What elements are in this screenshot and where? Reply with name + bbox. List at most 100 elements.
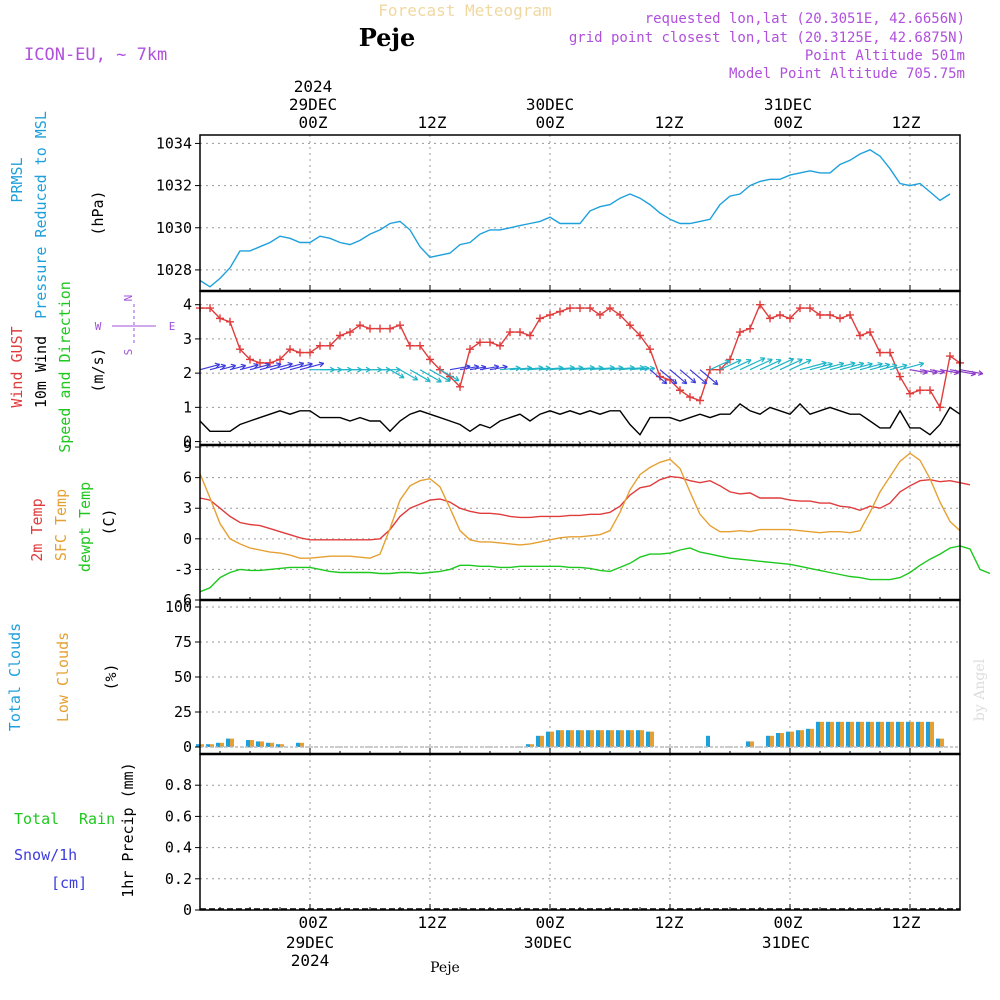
cloud-low-bar-70 xyxy=(900,721,904,747)
wind-arrow-58 xyxy=(779,358,803,371)
wind-arrow-32 xyxy=(519,367,544,371)
wind-arrowhead-22 xyxy=(436,377,442,383)
total-label: Total xyxy=(14,810,59,828)
top-tick-label-1: 12Z xyxy=(418,113,447,132)
gust-marker-11 xyxy=(306,348,314,357)
series-line-pressure-panel-0 xyxy=(199,149,951,288)
wind-arrow-24 xyxy=(439,369,460,382)
ytick-label-p4-1: 0.2 xyxy=(165,870,192,888)
top-tick-label-5: 12Z xyxy=(892,113,921,132)
wind-arrow-22 xyxy=(419,369,442,383)
ytick-label-p2-4: 6 xyxy=(183,469,192,487)
gust-marker-61 xyxy=(806,304,814,313)
gust-marker-4 xyxy=(236,345,244,354)
wind-arrowhead-21 xyxy=(425,376,431,382)
wind-label: 10m Wind xyxy=(32,336,50,408)
wind-arrowhead-48 xyxy=(690,377,697,384)
wind-arrow-71 xyxy=(909,369,928,374)
rain-label: Rain xyxy=(79,810,115,828)
wind-arrow-28 xyxy=(479,365,499,371)
wind-arrowhead-53 xyxy=(745,358,752,365)
gust-marker-70 xyxy=(896,372,904,381)
gust-marker-27 xyxy=(466,345,474,354)
wind-arrowhead-70 xyxy=(918,361,925,368)
cloud-total-bar-5 xyxy=(246,740,250,747)
gust-marker-40 xyxy=(596,310,604,319)
wind-arrow-69 xyxy=(889,364,908,371)
cloud-low-bar-38 xyxy=(580,730,584,747)
cloud-low-bar-67 xyxy=(870,721,874,747)
wind-arrow-43 xyxy=(629,367,649,371)
ytick-label-p1-2: 2 xyxy=(183,364,192,382)
wind-arrow-46 xyxy=(659,369,678,385)
cloud-total-bar-3 xyxy=(226,738,230,747)
gust-marker-17 xyxy=(366,324,374,333)
wind-arrow-67 xyxy=(869,363,890,371)
gust-marker-54 xyxy=(736,328,744,337)
low-clouds-label: Low Clouds xyxy=(54,632,72,722)
cloud-low-bar-37 xyxy=(570,730,574,747)
ytick-label-p4-0: 0 xyxy=(183,901,192,919)
cloud-total-bar-70 xyxy=(896,721,900,747)
cloud-total-bar-10 xyxy=(296,742,300,747)
wind-arrow-3 xyxy=(229,364,246,371)
gust-marker-67 xyxy=(866,328,874,337)
cloud-total-bar-7 xyxy=(266,742,270,747)
wind-arrow-19 xyxy=(389,369,405,379)
cloud-total-bar-69 xyxy=(886,721,890,747)
cloud-total-bar-45 xyxy=(646,731,650,747)
gust-marker-43 xyxy=(626,321,634,330)
gust-marker-50 xyxy=(696,396,704,405)
ytick-label-p3-0: 0 xyxy=(183,738,192,756)
point-altitude: Point Altitude 501m xyxy=(805,48,965,64)
wind-arrow-63 xyxy=(829,362,856,371)
compass-rose: N S W E xyxy=(95,295,176,356)
ytick-label-p2-3: 3 xyxy=(183,499,192,517)
cloud-total-bar-58 xyxy=(776,733,780,747)
wind-arrowhead-50 xyxy=(712,379,719,386)
gust-marker-14 xyxy=(336,331,344,340)
snow-label: Snow/1h xyxy=(14,846,77,864)
gust-marker-12 xyxy=(316,341,324,350)
cloud-low-bar-60 xyxy=(800,730,804,747)
series-line-wind-panel-1 xyxy=(199,402,961,436)
gust-marker-26 xyxy=(456,382,464,391)
sfc-temp-label: SFC Temp xyxy=(52,489,70,561)
wind-arrowhead-23 xyxy=(445,376,451,382)
cloud-total-bar-66 xyxy=(856,721,860,747)
gust-marker-58 xyxy=(776,310,784,319)
gust-marker-55 xyxy=(746,324,754,333)
ytick-label-p3-1: 25 xyxy=(174,703,192,721)
gust-marker-22 xyxy=(416,341,424,350)
cloud-total-bar-41 xyxy=(606,730,610,747)
wind-arrow-39 xyxy=(589,366,615,371)
wind-arrowhead-49 xyxy=(701,378,708,385)
total-clouds-label: Total Clouds xyxy=(6,623,24,731)
wind-arrow-56 xyxy=(759,359,782,371)
wind-arrowhead-51 xyxy=(724,359,731,365)
gust-marker-35 xyxy=(546,310,554,319)
cloud-total-bar-6 xyxy=(256,741,260,747)
cloud-total-bar-8 xyxy=(276,744,280,747)
panel-frame-0 xyxy=(199,134,961,292)
gust-marker-10 xyxy=(296,348,304,357)
gust-marker-5 xyxy=(246,355,254,364)
wind-arrowhead-58 xyxy=(797,358,803,364)
footer-location: Peje xyxy=(430,960,460,976)
gust-marker-31 xyxy=(506,328,514,337)
gust-marker-23 xyxy=(426,355,434,364)
top-year-label: 2024 xyxy=(294,77,333,96)
wind-arrow-25 xyxy=(449,365,471,371)
gust-marker-29 xyxy=(486,338,494,347)
wind-arrow-7 xyxy=(269,363,293,371)
compass-w: W xyxy=(95,320,102,333)
bottom-tick-label-3: 12Z xyxy=(655,913,684,932)
cloud-low-bar-5 xyxy=(250,740,254,747)
cloud-total-bar-1 xyxy=(206,744,210,747)
bottom-tick-label-0: 00Z xyxy=(299,913,328,932)
gust-marker-64 xyxy=(836,314,844,323)
wind-arrowhead-46 xyxy=(671,378,678,385)
top-date-label-4: 31DEC xyxy=(764,95,812,114)
gust-marker-69 xyxy=(886,348,894,357)
cloud-low-bar-44 xyxy=(640,730,644,747)
